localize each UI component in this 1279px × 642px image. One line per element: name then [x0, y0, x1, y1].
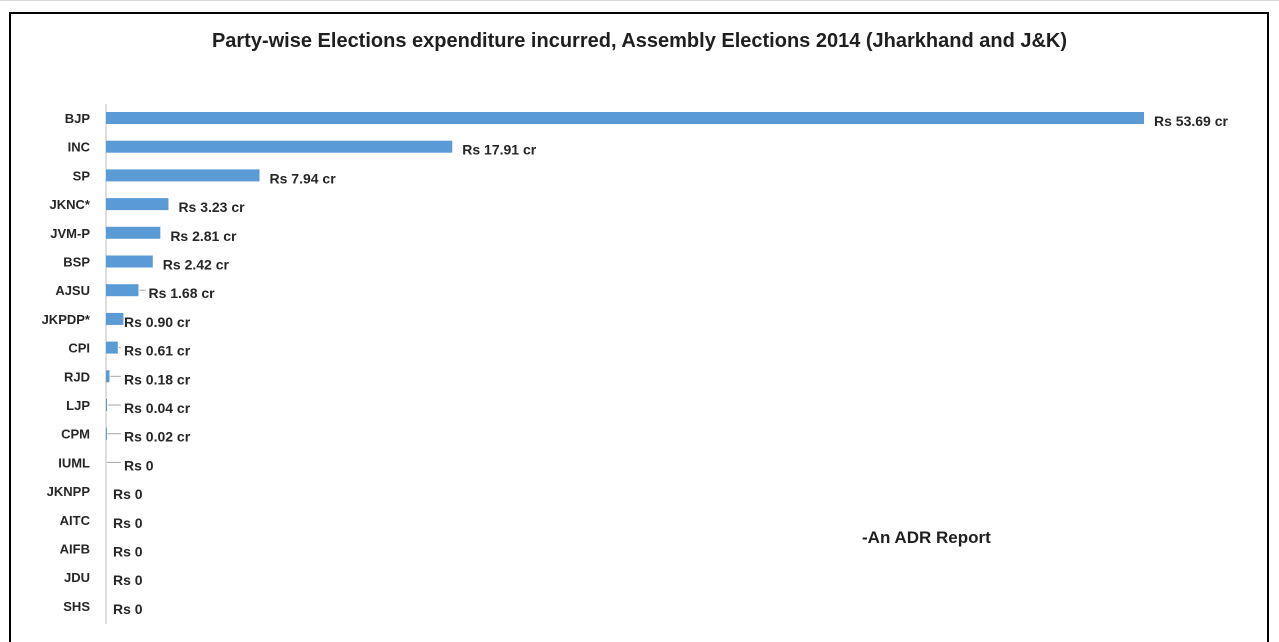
value-label-sp: Rs 7.94 cr — [270, 170, 337, 186]
chart-annotation: -An ADR Report — [862, 528, 991, 547]
category-label-jvm-p: JVM-P — [50, 226, 90, 241]
value-label-jdu: Rs 0 — [113, 572, 143, 588]
bar-rjd — [106, 370, 110, 383]
bar-bjp — [106, 112, 1144, 124]
value-label-jvm-p: Rs 2.81 cr — [170, 228, 237, 244]
value-label-bsp: Rs 2.42 cr — [163, 257, 230, 273]
value-label-cpm: Rs 0.02 cr — [124, 429, 191, 445]
value-label-ajsu: Rs 1.68 cr — [148, 285, 215, 301]
value-label-iuml: Rs 0 — [124, 457, 154, 473]
category-label-cpm: CPM — [61, 427, 90, 442]
bar-sp — [106, 169, 260, 182]
value-label-shs: Rs 0 — [113, 601, 143, 617]
bar-cpi — [106, 341, 118, 354]
category-label-ajsu: AJSU — [55, 283, 90, 298]
bar-jknc — [106, 198, 169, 211]
category-label-jknpp: JKNPP — [47, 484, 91, 499]
category-label-bsp: BSP — [63, 255, 90, 270]
value-label-rjd: Rs 0.18 cr — [124, 371, 191, 387]
category-label-ljp: LJP — [66, 398, 90, 413]
category-label-shs: SHS — [63, 599, 90, 614]
chart-title: Party-wise Elections expenditure incurre… — [211, 30, 1068, 52]
value-label-aitc: Rs 0 — [113, 515, 143, 531]
value-label-jkpdp: Rs 0.90 cr — [124, 314, 191, 330]
category-label-jkpdp: JKPDP* — [42, 312, 91, 327]
category-label-jknc: JKNC* — [50, 197, 91, 212]
value-label-ljp: Rs 0.04 cr — [124, 400, 191, 416]
value-label-aifb: Rs 0 — [113, 544, 143, 560]
value-label-cpi: Rs 0.61 cr — [124, 343, 191, 359]
category-label-inc: INC — [68, 140, 91, 155]
bar-cpm — [106, 427, 107, 440]
category-label-bjp: BJP — [65, 111, 91, 126]
value-label-jknpp: Rs 0 — [113, 486, 143, 502]
category-label-aifb: AIFB — [60, 542, 90, 557]
bar-ljp — [106, 399, 107, 411]
category-label-aitc: AITC — [60, 513, 91, 528]
bar-inc — [106, 140, 453, 153]
value-label-inc: Rs 17.91 cr — [462, 142, 536, 158]
category-label-cpi: CPI — [68, 341, 90, 356]
category-label-sp: SP — [73, 168, 91, 183]
bar-jvm-p — [106, 226, 161, 239]
bar-bsp — [106, 255, 153, 268]
value-label-bjp: Rs 53.69 cr — [1154, 113, 1228, 129]
category-label-rjd: RJD — [64, 369, 90, 384]
category-label-jdu: JDU — [64, 570, 90, 585]
bar-ajsu — [106, 284, 139, 297]
bar-jkpdp — [106, 312, 124, 325]
category-label-iuml: IUML — [58, 455, 90, 470]
value-label-jknc: Rs 3.23 cr — [178, 199, 245, 215]
